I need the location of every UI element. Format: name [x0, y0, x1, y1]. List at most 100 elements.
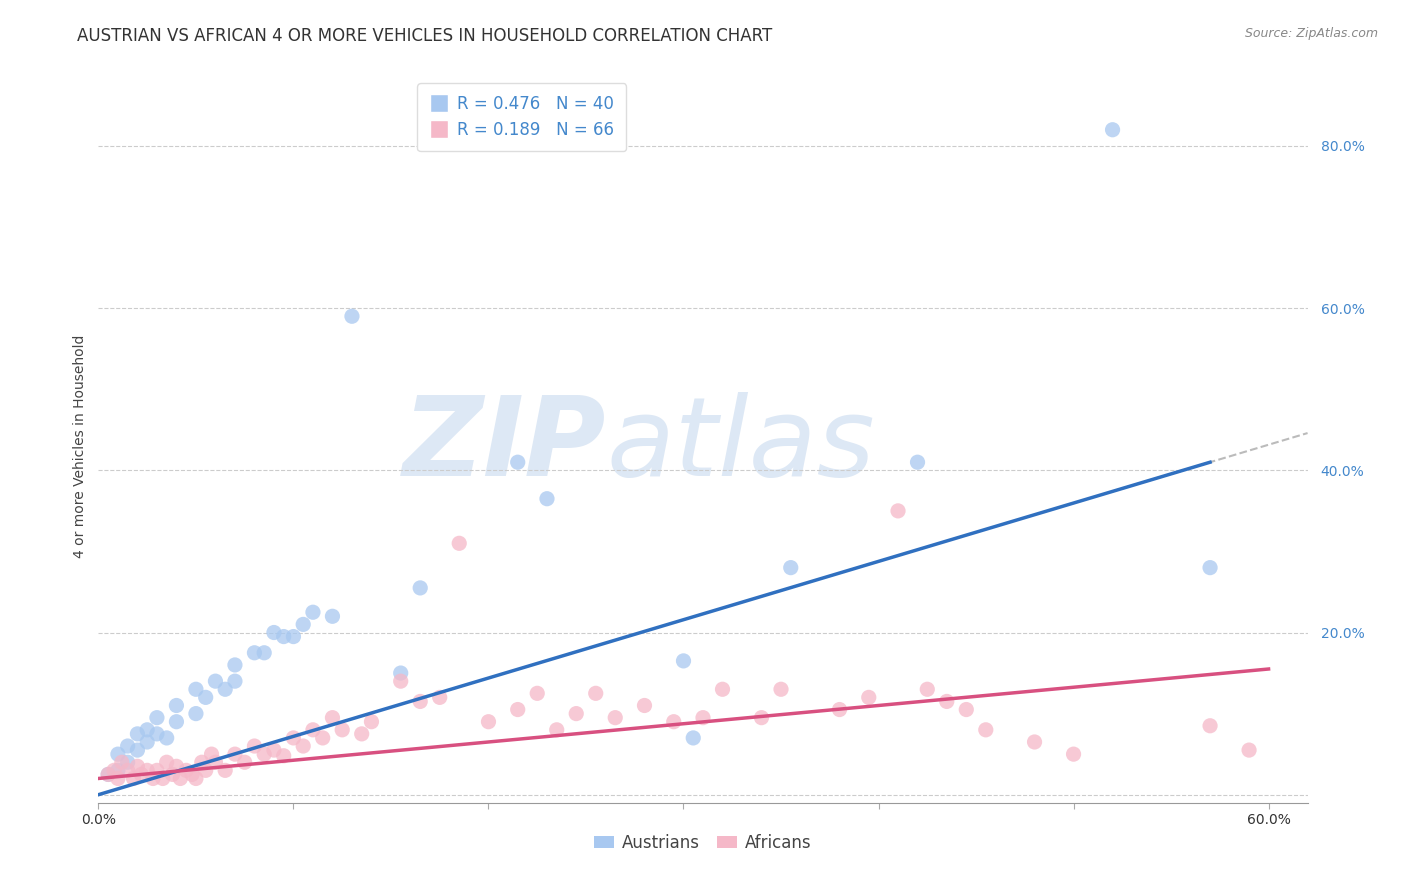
- Text: ZIP: ZIP: [402, 392, 606, 500]
- Point: [156, 731, 179, 745]
- Point: [224, 747, 246, 761]
- Point: [263, 743, 285, 757]
- Point: [917, 682, 939, 697]
- Point: [214, 764, 236, 778]
- Point: [253, 646, 276, 660]
- Point: [146, 711, 169, 725]
- Point: [1199, 719, 1222, 733]
- Point: [122, 772, 145, 786]
- Point: [955, 702, 977, 716]
- Point: [165, 759, 187, 773]
- Point: [283, 630, 305, 644]
- Point: [283, 731, 305, 745]
- Point: [292, 739, 315, 753]
- Point: [253, 747, 276, 761]
- Point: [165, 714, 187, 729]
- Point: [409, 694, 432, 708]
- Point: [935, 694, 957, 708]
- Point: [887, 504, 910, 518]
- Point: [194, 690, 217, 705]
- Point: [127, 743, 149, 757]
- Point: [330, 723, 353, 737]
- Point: [273, 630, 295, 644]
- Point: [117, 739, 139, 753]
- Point: [97, 767, 120, 781]
- Point: [312, 731, 335, 745]
- Point: [633, 698, 655, 713]
- Point: [111, 756, 134, 770]
- Point: [536, 491, 558, 506]
- Point: [449, 536, 471, 550]
- Point: [204, 674, 226, 689]
- Point: [565, 706, 588, 721]
- Point: [184, 706, 207, 721]
- Text: Source: ZipAtlas.com: Source: ZipAtlas.com: [1244, 27, 1378, 40]
- Point: [146, 727, 169, 741]
- Point: [506, 702, 529, 716]
- Point: [233, 756, 256, 770]
- Point: [1101, 122, 1123, 136]
- Point: [350, 727, 373, 741]
- Point: [273, 748, 295, 763]
- Point: [751, 711, 773, 725]
- Point: [224, 674, 246, 689]
- Point: [165, 698, 187, 713]
- Point: [546, 723, 568, 737]
- Point: [1199, 560, 1222, 574]
- Point: [389, 666, 412, 681]
- Point: [156, 756, 179, 770]
- Point: [127, 727, 149, 741]
- Point: [506, 455, 529, 469]
- Point: [682, 731, 704, 745]
- Text: AUSTRIAN VS AFRICAN 4 OR MORE VEHICLES IN HOUSEHOLD CORRELATION CHART: AUSTRIAN VS AFRICAN 4 OR MORE VEHICLES I…: [77, 27, 772, 45]
- Point: [263, 625, 285, 640]
- Point: [131, 767, 153, 781]
- Point: [107, 764, 129, 778]
- Point: [672, 654, 695, 668]
- Text: atlas: atlas: [606, 392, 875, 500]
- Point: [224, 657, 246, 672]
- Point: [214, 682, 236, 697]
- Point: [146, 764, 169, 778]
- Point: [243, 739, 266, 753]
- Point: [769, 682, 792, 697]
- Point: [97, 767, 120, 781]
- Point: [477, 714, 499, 729]
- Point: [429, 690, 451, 705]
- Point: [162, 767, 184, 781]
- Point: [127, 759, 149, 773]
- Point: [194, 764, 217, 778]
- Point: [711, 682, 734, 697]
- Point: [360, 714, 382, 729]
- Point: [174, 764, 197, 778]
- Point: [117, 764, 139, 778]
- Point: [1063, 747, 1085, 761]
- Point: [302, 723, 325, 737]
- Point: [828, 702, 851, 716]
- Point: [409, 581, 432, 595]
- Point: [191, 756, 214, 770]
- Point: [585, 686, 607, 700]
- Point: [136, 723, 159, 737]
- Point: [152, 772, 174, 786]
- Point: [292, 617, 315, 632]
- Point: [243, 646, 266, 660]
- Point: [142, 772, 165, 786]
- Point: [103, 764, 125, 778]
- Point: [389, 674, 412, 689]
- Point: [605, 711, 627, 725]
- Point: [169, 772, 191, 786]
- Point: [321, 711, 343, 725]
- Point: [302, 605, 325, 619]
- Point: [692, 711, 714, 725]
- Point: [107, 747, 129, 761]
- Point: [779, 560, 801, 574]
- Point: [204, 756, 226, 770]
- Point: [184, 772, 207, 786]
- Y-axis label: 4 or more Vehicles in Household: 4 or more Vehicles in Household: [73, 334, 87, 558]
- Point: [136, 764, 159, 778]
- Point: [321, 609, 343, 624]
- Point: [662, 714, 685, 729]
- Point: [117, 756, 139, 770]
- Point: [907, 455, 929, 469]
